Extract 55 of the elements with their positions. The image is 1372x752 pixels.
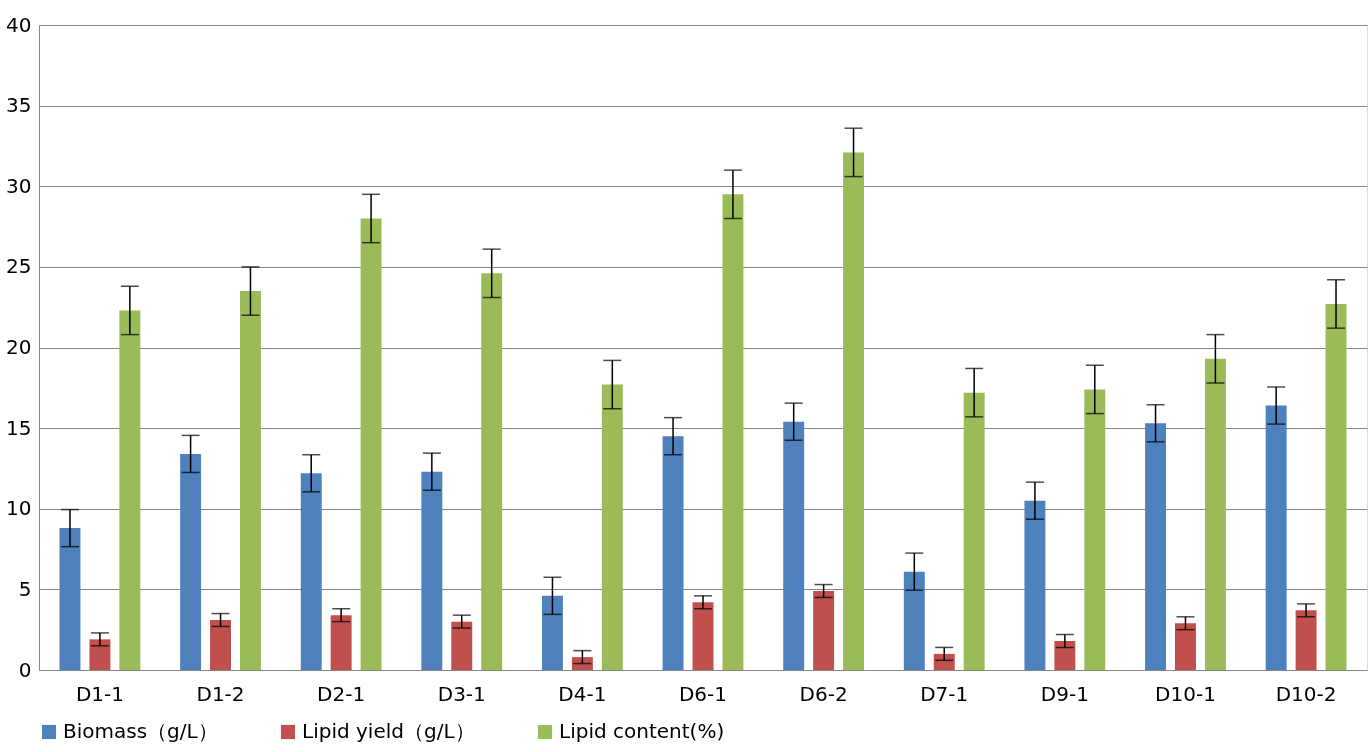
bar xyxy=(963,392,985,670)
y-tick-label: 15 xyxy=(6,415,32,440)
x-tick-label: D9-1 xyxy=(1040,681,1089,706)
x-tick-label: D10-2 xyxy=(1275,681,1337,706)
legend-label: Lipid content(%) xyxy=(559,719,725,743)
x-tick-label: D6-2 xyxy=(799,681,848,706)
bar xyxy=(722,194,744,670)
bar xyxy=(1174,623,1196,670)
y-tick-label: 5 xyxy=(18,576,32,601)
bar xyxy=(180,453,202,670)
bar xyxy=(239,291,261,670)
bar xyxy=(692,602,714,670)
x-tick-label: D7-1 xyxy=(920,681,969,706)
bar xyxy=(601,384,623,670)
x-tick-label: D3-1 xyxy=(437,681,486,706)
y-tick-label: 25 xyxy=(6,254,32,279)
bar xyxy=(89,639,111,670)
y-tick-label: 30 xyxy=(6,173,32,198)
bar xyxy=(1084,389,1106,670)
x-tick-label: D1-1 xyxy=(75,681,124,706)
bar xyxy=(59,528,81,670)
x-tick-label: D4-1 xyxy=(558,681,607,706)
bar xyxy=(119,310,141,670)
bar xyxy=(843,152,865,670)
bar xyxy=(330,615,352,670)
x-tick-label: D6-1 xyxy=(678,681,728,706)
x-tick-label: D2-1 xyxy=(317,681,366,706)
bar xyxy=(903,571,925,670)
x-tick-label: D1-2 xyxy=(196,681,245,706)
bar xyxy=(1054,640,1076,670)
y-tick-label: 10 xyxy=(6,496,32,521)
bar xyxy=(421,471,443,670)
x-tick-label: D10-1 xyxy=(1155,681,1216,706)
bar xyxy=(1265,405,1287,670)
bar xyxy=(300,473,322,670)
y-tick-label: 40 xyxy=(6,12,32,37)
bar xyxy=(813,590,835,670)
bar xyxy=(1325,303,1347,670)
y-tick-label: 0 xyxy=(18,657,32,682)
bar xyxy=(662,436,684,670)
y-tick-label: 20 xyxy=(6,335,32,359)
bar xyxy=(1024,500,1046,670)
bar xyxy=(1145,423,1167,670)
bar xyxy=(541,595,563,670)
legend-label: Biomass（g/L） xyxy=(63,719,218,743)
bar xyxy=(783,421,805,670)
bar xyxy=(571,657,593,670)
bar xyxy=(1204,358,1226,670)
bar xyxy=(1295,610,1317,670)
bar xyxy=(451,621,473,670)
y-tick-label: 35 xyxy=(6,93,32,118)
bar xyxy=(481,273,503,670)
legend-label: Lipid yield（g/L） xyxy=(302,719,475,743)
bar xyxy=(360,218,382,670)
bar xyxy=(210,620,232,670)
